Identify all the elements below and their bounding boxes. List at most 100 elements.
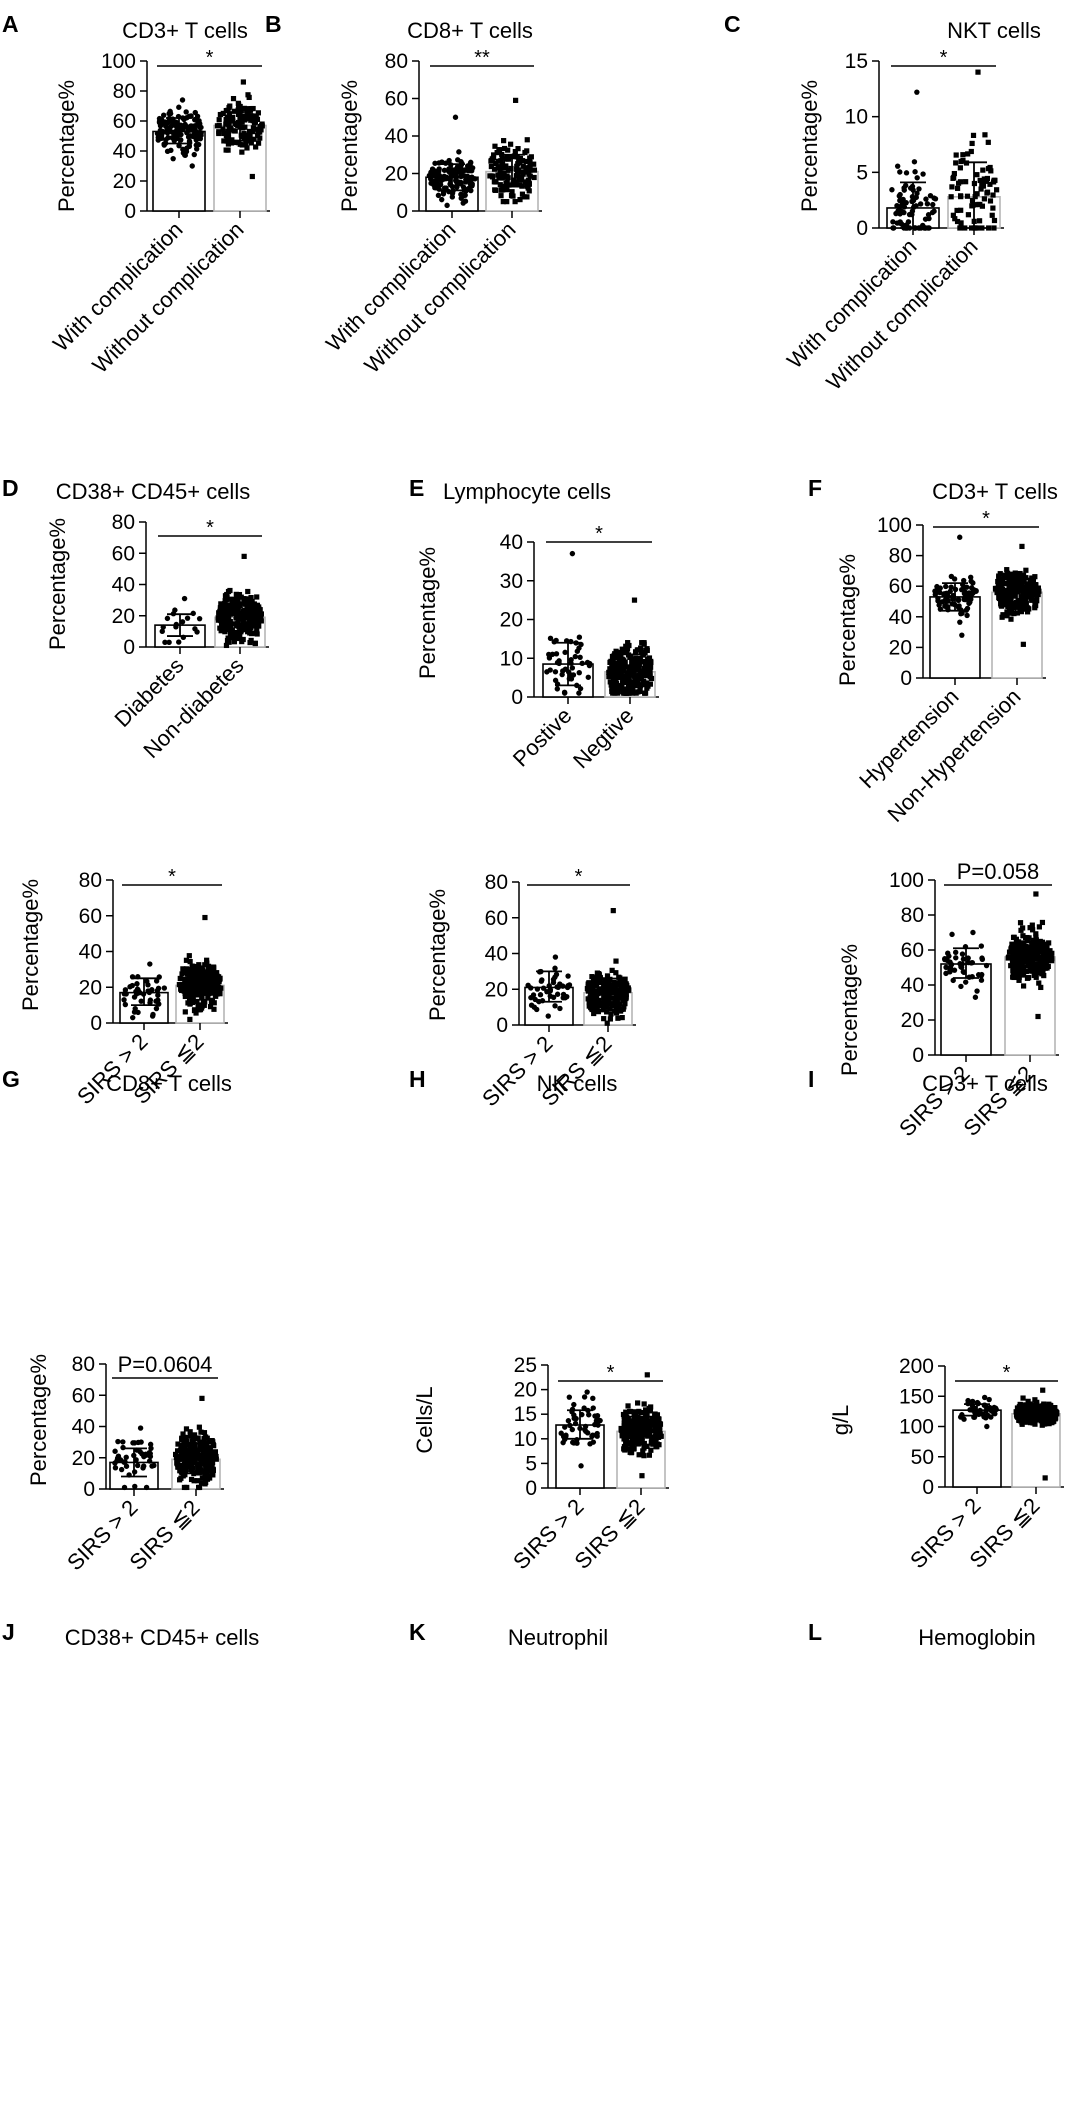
data-point xyxy=(1016,1405,1022,1412)
data-point xyxy=(565,983,571,989)
data-point xyxy=(949,931,955,938)
data-point xyxy=(590,1000,596,1006)
data-point xyxy=(596,986,602,992)
data-point xyxy=(248,595,254,601)
data-point xyxy=(952,949,959,956)
data-point xyxy=(179,983,185,989)
data-point xyxy=(1029,958,1036,965)
data-point xyxy=(241,553,247,559)
data-points-group1 xyxy=(957,1394,999,1430)
data-point xyxy=(1020,933,1026,939)
data-point xyxy=(506,182,512,188)
data-point xyxy=(619,977,625,984)
data-point xyxy=(161,121,167,127)
data-point xyxy=(254,627,260,633)
data-point xyxy=(1018,594,1025,600)
data-point xyxy=(251,618,257,624)
y-tick-label: 0 xyxy=(124,200,136,223)
data-point xyxy=(920,222,926,229)
data-point xyxy=(953,955,959,961)
data-point xyxy=(613,970,619,976)
chart-title: NK cells xyxy=(537,1071,618,1096)
data-point xyxy=(525,167,532,173)
data-point xyxy=(460,200,466,206)
y-tick-label: 0 xyxy=(912,1044,924,1067)
data-point xyxy=(1012,570,1018,576)
y-tick-label: 200 xyxy=(899,1355,934,1378)
data-point xyxy=(204,976,211,982)
data-point xyxy=(572,653,579,660)
data-point xyxy=(943,583,949,590)
data-point xyxy=(613,994,620,1000)
data-point xyxy=(1019,543,1025,550)
data-point xyxy=(585,981,591,987)
y-axis-label: Percentage% xyxy=(425,889,450,1021)
y-tick-label: 40 xyxy=(500,531,523,554)
data-point xyxy=(1039,947,1045,953)
data-point xyxy=(233,635,239,641)
data-point xyxy=(552,974,558,980)
data-point xyxy=(524,137,530,143)
data-point xyxy=(603,977,609,983)
data-point xyxy=(574,1440,580,1446)
data-point xyxy=(562,649,568,656)
data-point xyxy=(1015,574,1021,581)
data-point xyxy=(609,995,615,1001)
data-point xyxy=(642,690,648,696)
data-point xyxy=(1041,1421,1047,1427)
data-point xyxy=(121,1459,127,1465)
data-point xyxy=(187,978,193,984)
data-point xyxy=(550,979,557,986)
data-point xyxy=(1026,587,1033,593)
data-point xyxy=(619,664,625,670)
data-point xyxy=(177,975,183,982)
data-point xyxy=(186,992,192,999)
data-point xyxy=(187,959,193,965)
data-point xyxy=(989,212,995,218)
data-point xyxy=(627,1422,633,1428)
data-point xyxy=(136,989,143,996)
data-point xyxy=(641,1440,647,1447)
data-point xyxy=(917,201,924,207)
data-point xyxy=(523,158,529,165)
data-point xyxy=(236,591,243,598)
data-point xyxy=(1033,937,1039,943)
data-point xyxy=(632,1418,638,1424)
data-point xyxy=(499,164,505,171)
data-point xyxy=(997,585,1003,592)
data-point xyxy=(980,183,987,189)
data-point xyxy=(208,1455,214,1461)
data-point xyxy=(612,990,618,996)
data-point xyxy=(656,1416,662,1422)
data-point xyxy=(132,1483,138,1490)
data-point xyxy=(254,602,261,608)
data-point xyxy=(242,113,249,119)
data-point xyxy=(455,157,461,163)
data-point xyxy=(193,992,200,998)
data-point xyxy=(145,982,151,988)
data-point xyxy=(204,960,210,966)
data-point xyxy=(571,1401,577,1408)
data-point xyxy=(446,169,453,176)
y-tick-label: 60 xyxy=(112,542,135,565)
data-point xyxy=(972,194,978,200)
y-tick-label: 40 xyxy=(113,140,136,163)
x-tick-label: Postive xyxy=(508,703,577,772)
data-point xyxy=(639,1473,645,1479)
data-point xyxy=(223,132,229,139)
data-point xyxy=(186,1457,192,1463)
data-point xyxy=(227,619,233,625)
data-point xyxy=(571,1412,577,1418)
data-point xyxy=(990,205,996,211)
data-point xyxy=(545,1013,551,1019)
data-point xyxy=(644,1411,650,1417)
data-point xyxy=(616,654,622,660)
data-point xyxy=(625,1403,631,1409)
data-point xyxy=(146,1449,153,1456)
data-point xyxy=(901,209,907,216)
data-point xyxy=(222,598,228,604)
data-point xyxy=(935,598,941,604)
y-axis-label: Cells/L xyxy=(412,1386,437,1453)
data-point xyxy=(510,193,516,199)
